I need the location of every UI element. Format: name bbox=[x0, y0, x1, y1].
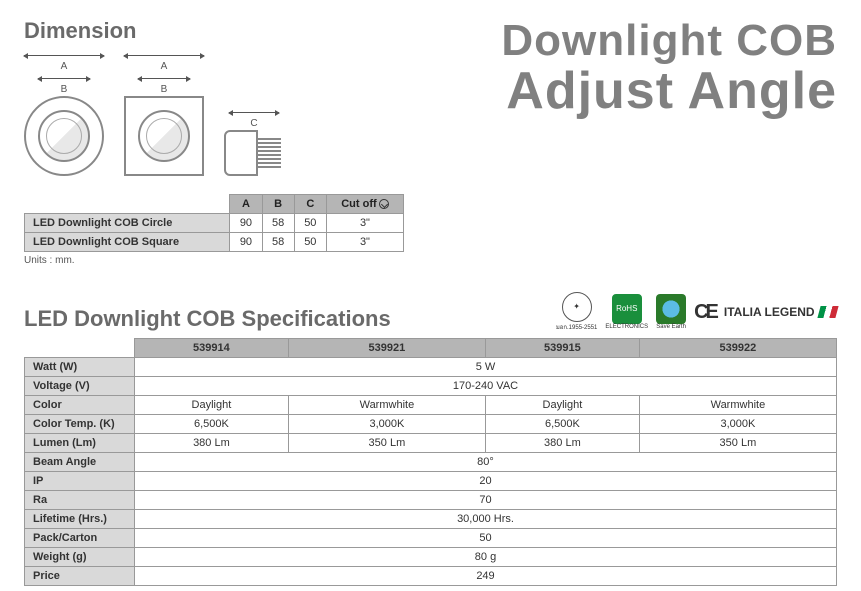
product-title: Downlight COB Adjust Angle bbox=[501, 18, 837, 119]
dimension-title: Dimension bbox=[24, 18, 424, 44]
table-row: Beam Angle80° bbox=[25, 453, 837, 472]
cert-ce: CE bbox=[694, 301, 716, 324]
spec-cell: 380 Lm bbox=[135, 434, 289, 453]
diagram-side: C bbox=[224, 107, 284, 176]
spec-cell: Warmwhite bbox=[639, 396, 836, 415]
model-header: 539915 bbox=[485, 339, 639, 358]
title-line1: Downlight COB bbox=[501, 18, 837, 64]
spec-cell: 80 g bbox=[135, 548, 837, 567]
spec-cell: 30,000 Hrs. bbox=[135, 510, 837, 529]
cutoff-icon bbox=[379, 199, 389, 209]
spec-cell: 50 bbox=[135, 529, 837, 548]
dimension-table: A B C Cut off LED Downlight COB Circle 9… bbox=[24, 194, 404, 252]
spec-cell: 5 W bbox=[135, 358, 837, 377]
spec-table: 539914 539921 539915 539922 Watt (W)5 WV… bbox=[24, 338, 837, 586]
spec-row-label: IP bbox=[25, 472, 135, 491]
spec-row-label: Weight (g) bbox=[25, 548, 135, 567]
spec-row-label: Color bbox=[25, 396, 135, 415]
dim-th-cutoff: Cut off bbox=[326, 195, 403, 214]
spec-cell: 3,000K bbox=[639, 415, 836, 434]
spec-cell: 3,000K bbox=[288, 415, 485, 434]
cert-save-earth: Save Earth bbox=[656, 294, 686, 330]
model-header: 539922 bbox=[639, 339, 836, 358]
model-header: 539921 bbox=[288, 339, 485, 358]
table-row: LED Downlight COB Circle 90 58 50 3" bbox=[25, 214, 404, 233]
title-line2: Adjust Angle bbox=[501, 64, 837, 119]
table-row: Pack/Carton50 bbox=[25, 529, 837, 548]
spec-cell: 6,500K bbox=[135, 415, 289, 434]
diagram-circle: A B bbox=[24, 50, 104, 176]
spec-title: LED Downlight COB Specifications bbox=[24, 306, 391, 332]
spec-cell: Daylight bbox=[485, 396, 639, 415]
dim-label-a: A bbox=[61, 61, 68, 72]
spec-cell: 380 Lm bbox=[485, 434, 639, 453]
dim-th-c: C bbox=[294, 195, 326, 214]
table-row: Color Temp. (K)6,500K3,000K6,500K3,000K bbox=[25, 415, 837, 434]
dim-th-b: B bbox=[262, 195, 294, 214]
italy-flag-icon bbox=[817, 306, 838, 318]
table-row: LED Downlight COB Square 90 58 50 3" bbox=[25, 233, 404, 252]
dimension-diagrams: A B A B C bbox=[24, 50, 424, 176]
dimension-section: Dimension A B A B C bbox=[24, 18, 424, 266]
spec-cell: 20 bbox=[135, 472, 837, 491]
spec-row-label: Lumen (Lm) bbox=[25, 434, 135, 453]
model-header: 539914 bbox=[135, 339, 289, 358]
spec-row-label: Color Temp. (K) bbox=[25, 415, 135, 434]
spec-cell: 350 Lm bbox=[288, 434, 485, 453]
spec-row-label: Ra bbox=[25, 491, 135, 510]
spec-cell: 80° bbox=[135, 453, 837, 472]
table-row: Weight (g)80 g bbox=[25, 548, 837, 567]
units-note: Units : mm. bbox=[24, 255, 424, 266]
spec-cell: Warmwhite bbox=[288, 396, 485, 415]
table-row: Ra70 bbox=[25, 491, 837, 510]
cert-rohs: RoHSELECTRONICS bbox=[605, 294, 648, 330]
spec-cell: Daylight bbox=[135, 396, 289, 415]
diagram-square: A B bbox=[124, 50, 204, 176]
cert-tis: ✦มอก.1955-2551 bbox=[556, 292, 598, 332]
spec-row-label: Price bbox=[25, 567, 135, 586]
spec-cell: 70 bbox=[135, 491, 837, 510]
table-row: ColorDaylightWarmwhiteDaylightWarmwhite bbox=[25, 396, 837, 415]
spec-row-label: Pack/Carton bbox=[25, 529, 135, 548]
spec-row-label: Watt (W) bbox=[25, 358, 135, 377]
table-row: IP20 bbox=[25, 472, 837, 491]
table-row: Lumen (Lm)380 Lm350 Lm380 Lm350 Lm bbox=[25, 434, 837, 453]
spec-cell: 350 Lm bbox=[639, 434, 836, 453]
table-row: Watt (W)5 W bbox=[25, 358, 837, 377]
table-row: Voltage (V)170-240 VAC bbox=[25, 377, 837, 396]
table-row: Lifetime (Hrs.)30,000 Hrs. bbox=[25, 510, 837, 529]
spec-cell: 6,500K bbox=[485, 415, 639, 434]
dim-th-a: A bbox=[230, 195, 262, 214]
spec-cell: 170-240 VAC bbox=[135, 377, 837, 396]
dim-label-b: B bbox=[61, 84, 68, 95]
certifications: ✦มอก.1955-2551 RoHSELECTRONICS Save Eart… bbox=[556, 292, 837, 332]
spec-cell: 249 bbox=[135, 567, 837, 586]
spec-row-label: Voltage (V) bbox=[25, 377, 135, 396]
spec-row-label: Beam Angle bbox=[25, 453, 135, 472]
spec-row-label: Lifetime (Hrs.) bbox=[25, 510, 135, 529]
table-row: Price249 bbox=[25, 567, 837, 586]
cert-italia: ITALIA LEGEND bbox=[724, 303, 837, 321]
